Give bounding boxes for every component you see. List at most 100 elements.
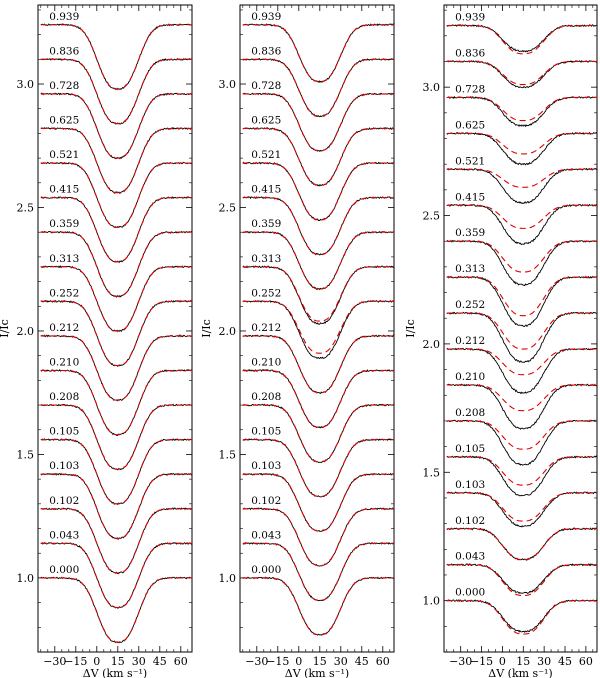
phase-label: 0.102	[49, 495, 79, 507]
phase-label: 0.836	[455, 47, 485, 59]
phase-label: 0.208	[455, 407, 485, 419]
model-profile	[40, 231, 192, 297]
model-profile	[40, 542, 192, 609]
x-tick-label: 30	[132, 655, 146, 668]
x-axis-label: ΔV (km s⁻¹)	[488, 667, 552, 678]
model-profile	[242, 266, 394, 322]
y-tick-label: 1.0	[423, 595, 441, 608]
x-tick-label: 45	[558, 655, 572, 668]
plot-frame	[443, 4, 598, 653]
x-tick-label: −30	[43, 655, 66, 668]
x-tick-label: −15	[64, 655, 87, 668]
y-axis-label: I/Ic	[0, 319, 11, 338]
phase-label: 0.103	[455, 479, 485, 491]
model-profile	[242, 58, 394, 117]
model-profile	[446, 312, 597, 350]
x-tick-label: −15	[470, 655, 493, 668]
y-tick-label: 3.0	[17, 78, 35, 91]
model-profile	[242, 24, 394, 83]
y-tick-label: 3.0	[219, 78, 237, 91]
phase-label: 0.212	[251, 322, 281, 334]
phase-label: 0.625	[455, 119, 485, 131]
phase-label: 0.625	[251, 114, 281, 126]
phase-label: 0.313	[251, 253, 281, 265]
model-profile	[40, 197, 192, 263]
x-tick-label: 0	[295, 655, 302, 668]
y-tick-label: 2.5	[423, 210, 441, 223]
observed-profile	[446, 95, 598, 128]
model-profile	[242, 127, 394, 186]
phase-label: 0.415	[251, 184, 281, 196]
phase-label: 0.415	[455, 191, 485, 203]
y-tick-label: 2.0	[219, 325, 237, 338]
model-profile	[40, 439, 192, 505]
y-tick-label: 1.0	[17, 572, 35, 585]
model-profile	[242, 508, 394, 567]
phase-label: 0.000	[455, 587, 485, 599]
panel-left: −30−15 0 15 30 45 60 1.0 1.5 2.0 2.5 3.0 ΔV (km s⁻¹…	[0, 4, 193, 678]
phase-label: 0.728	[251, 80, 281, 92]
x-tick-label: −15	[266, 655, 289, 668]
phase-label: 0.043	[455, 551, 485, 563]
phase-label: 0.212	[49, 322, 79, 334]
model-profile	[242, 542, 394, 601]
y-tick-label: 1.5	[423, 466, 441, 479]
phase-label: 0.313	[455, 263, 485, 275]
phase-label: 0.728	[455, 83, 485, 95]
model-profile	[446, 456, 597, 486]
model-profile	[446, 132, 597, 155]
x-axis-label: ΔV (km s⁻¹)	[285, 667, 349, 678]
panel-middle: −30−15 0 15 30 45 60 1.0 1.5 2.0 2.5 3.0 ΔV (km s⁻¹…	[200, 4, 395, 678]
phase-label: 0.208	[251, 391, 281, 403]
observed-profile	[242, 576, 395, 636]
phase-label: 0.000	[251, 564, 281, 576]
observed-profile	[40, 230, 193, 298]
observed-profile	[446, 203, 598, 245]
x-tick-label: 60	[376, 655, 390, 668]
model-profile	[446, 600, 597, 635]
model-profile	[446, 204, 597, 229]
phase-label: 0.728	[49, 80, 79, 92]
x-tick-label: 0	[499, 655, 506, 668]
model-profile	[40, 300, 192, 367]
model-profile	[40, 404, 192, 470]
phase-label: 0.043	[251, 529, 281, 541]
y-tick-label: 2.0	[17, 325, 35, 338]
x-tick-label: 15	[111, 655, 125, 668]
phase-label: 0.836	[251, 45, 281, 57]
x-tick-label: −30	[245, 655, 268, 668]
plot-frame	[37, 4, 193, 653]
model-profile	[40, 508, 192, 574]
phase-label: 0.102	[455, 515, 485, 527]
x-tick-label: 45	[355, 655, 369, 668]
phase-label: 0.939	[455, 12, 485, 24]
panel-right: −30−15 0 15 30 45 60 1.0 1.5 2.0 2.5 3.0 ΔV (km s⁻¹…	[404, 4, 598, 678]
phase-label: 0.939	[49, 11, 79, 23]
phase-label: 0.359	[455, 227, 485, 239]
observed-profile	[242, 265, 395, 325]
model-profile	[242, 439, 394, 497]
phase-label: 0.210	[49, 356, 79, 368]
phase-label: 0.105	[251, 426, 281, 438]
x-axis-label: ΔV (km s⁻¹)	[83, 667, 147, 678]
phase-label: 0.359	[49, 218, 79, 230]
phase-label: 0.103	[49, 460, 79, 472]
phase-label: 0.210	[455, 371, 485, 383]
observed-profile	[242, 369, 395, 429]
model-profile	[446, 168, 597, 188]
phase-label: 0.105	[455, 443, 485, 455]
y-tick-label: 2.0	[423, 338, 441, 351]
x-tick-label: 60	[579, 655, 593, 668]
observed-profile	[40, 576, 193, 644]
model-profile	[242, 335, 394, 394]
model-profile	[446, 96, 597, 122]
model-profile	[446, 60, 597, 86]
plot-frame	[239, 4, 395, 653]
model-profile	[242, 369, 394, 428]
model-profile	[242, 404, 394, 463]
model-profile	[242, 231, 394, 290]
model-profile	[40, 93, 192, 159]
phase-label: 0.521	[49, 149, 79, 161]
phase-label: 0.252	[49, 287, 79, 299]
